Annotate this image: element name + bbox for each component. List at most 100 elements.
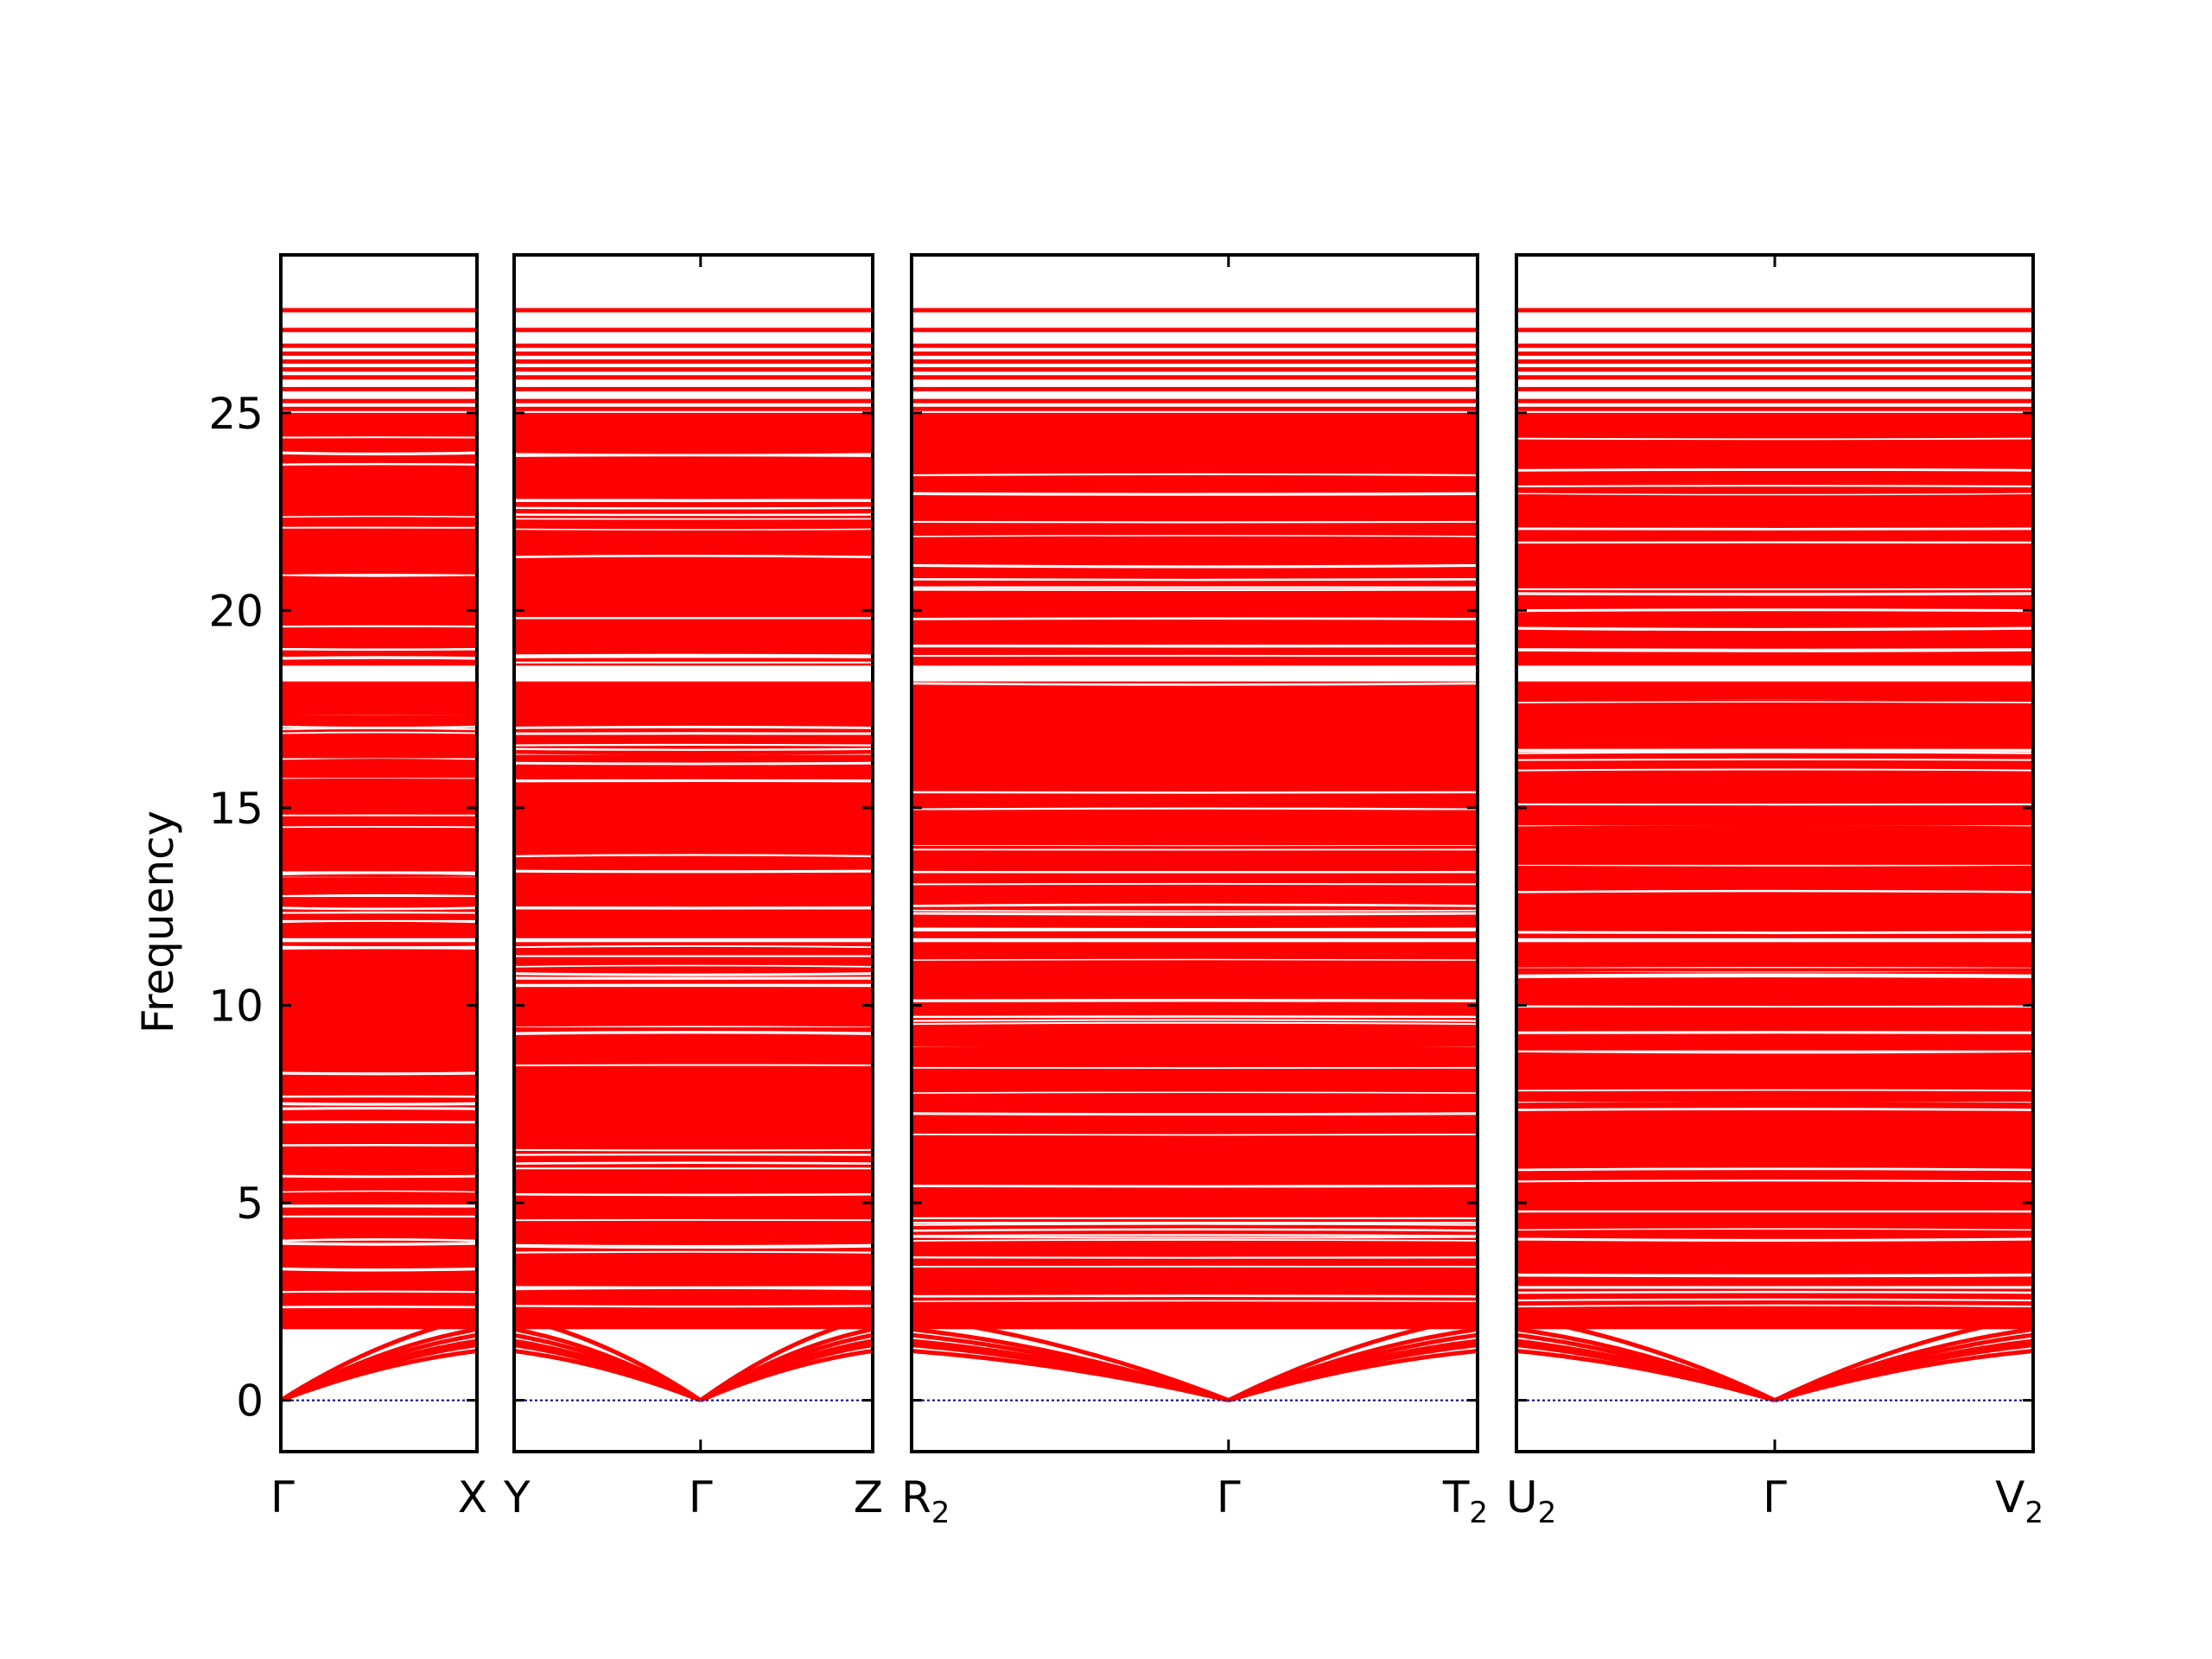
band-gap — [514, 1245, 873, 1249]
band-gap — [1516, 1228, 2033, 1231]
bands-layer — [281, 308, 2033, 1403]
x-tick-labels: Γ X Y Γ Z R2 Γ T2 U2 Γ V2 — [270, 1472, 2044, 1530]
band-gap — [281, 1103, 477, 1106]
band-gap — [912, 1223, 1478, 1226]
band-gap — [912, 1239, 1478, 1242]
x-tick-label: X — [458, 1472, 487, 1522]
band-cluster — [514, 412, 873, 666]
acoustic-branch — [1773, 1315, 2033, 1402]
band-gap — [912, 903, 1478, 907]
band-gap — [514, 869, 873, 874]
band-cluster — [514, 942, 873, 1330]
band-gap — [1516, 1237, 2033, 1242]
bands-panel-2 — [514, 308, 873, 1402]
band-gap — [514, 964, 873, 968]
band-gap — [281, 462, 477, 466]
band-gap — [514, 1161, 873, 1165]
x-tick-label: R2 — [901, 1472, 950, 1530]
band-gap — [1516, 437, 2033, 441]
band-gap — [912, 1236, 1478, 1239]
band-gap — [912, 617, 1478, 620]
band-gap — [1516, 493, 2033, 496]
band-gap — [281, 1238, 477, 1243]
band-gap — [912, 1021, 1478, 1026]
band-gap — [1516, 1049, 2033, 1052]
band-gap — [1516, 608, 2033, 613]
band-gap — [281, 893, 477, 899]
band-gap — [281, 945, 477, 949]
band-gap — [1516, 931, 2033, 935]
band-gap — [514, 653, 873, 658]
band-gap — [1516, 751, 2033, 754]
band-gap — [1516, 1108, 2033, 1111]
band-gap — [514, 743, 873, 747]
y-tick-label: 5 — [236, 1179, 264, 1229]
band-gap — [281, 1102, 477, 1105]
band-gap — [912, 1112, 1478, 1116]
band-gap — [514, 945, 873, 949]
x-tick-label: Γ — [270, 1472, 295, 1522]
y-axis-label: Frequency — [133, 810, 183, 1033]
band-cluster — [1516, 942, 2033, 1330]
band-gap — [912, 1091, 1478, 1094]
band-gap — [1516, 648, 2033, 652]
band-gap — [912, 492, 1478, 496]
bands-panel-1 — [281, 308, 477, 1402]
band-gap — [281, 918, 477, 924]
band-gap — [281, 1190, 477, 1193]
band-gap — [912, 682, 1478, 686]
band-gap — [1516, 1273, 2033, 1278]
band-gap — [514, 1243, 873, 1247]
x-tick-label: U2 — [1506, 1472, 1556, 1530]
band-cluster — [912, 412, 1478, 666]
band-gap — [912, 958, 1478, 961]
band-gap — [281, 451, 477, 455]
band-gap — [514, 761, 873, 766]
band-cluster — [1516, 681, 2033, 938]
x-tick-label: Y — [503, 1472, 531, 1522]
band-cluster — [514, 681, 873, 938]
y-tick-label: 10 — [208, 981, 264, 1031]
band-gap — [1516, 768, 2033, 772]
acoustic-branch — [699, 1315, 873, 1402]
band-gap — [1516, 1290, 2033, 1294]
bands-panel-3 — [912, 308, 1478, 1403]
x-tick-label: Γ — [689, 1472, 713, 1522]
x-tick-label: Γ — [1763, 1472, 1787, 1522]
band-gap — [912, 520, 1478, 524]
band-gap — [281, 574, 477, 577]
band-gap — [514, 506, 873, 510]
band-gap — [912, 1234, 1478, 1237]
band-gap — [281, 515, 477, 518]
band-gap — [514, 528, 873, 531]
band-gap — [1516, 1167, 2033, 1172]
tick-marks — [281, 255, 2033, 1452]
band-gap — [1516, 863, 2033, 867]
band-gap — [912, 1185, 1478, 1188]
acoustic-branch — [1516, 1315, 1777, 1402]
x-tick-label: T2 — [1442, 1472, 1488, 1530]
band-gap — [514, 747, 873, 751]
band-gap — [281, 1290, 477, 1294]
y-tick-labels: 0 5 10 15 20 25 — [208, 389, 264, 1427]
y-tick-label: 25 — [208, 389, 264, 439]
x-tick-label: Γ — [1217, 1472, 1241, 1522]
y-tick-label: 0 — [236, 1376, 264, 1427]
band-gap — [1516, 973, 2033, 977]
band-gap — [514, 454, 873, 457]
band-cluster — [281, 942, 477, 1330]
band-gap — [514, 854, 873, 858]
band-gap — [1516, 889, 2033, 893]
acoustic-branch — [281, 1315, 477, 1402]
band-gap — [281, 725, 477, 729]
x-tick-label: Z — [854, 1472, 883, 1522]
band-gap — [912, 1294, 1478, 1298]
y-tick-label: 15 — [208, 784, 264, 834]
panel-frame — [910, 253, 1479, 1453]
band-gap — [1516, 1179, 2033, 1183]
band-gap — [514, 725, 873, 729]
band-gap — [514, 972, 873, 976]
band-gap — [912, 807, 1478, 810]
acoustic-branch — [1227, 1315, 1478, 1402]
